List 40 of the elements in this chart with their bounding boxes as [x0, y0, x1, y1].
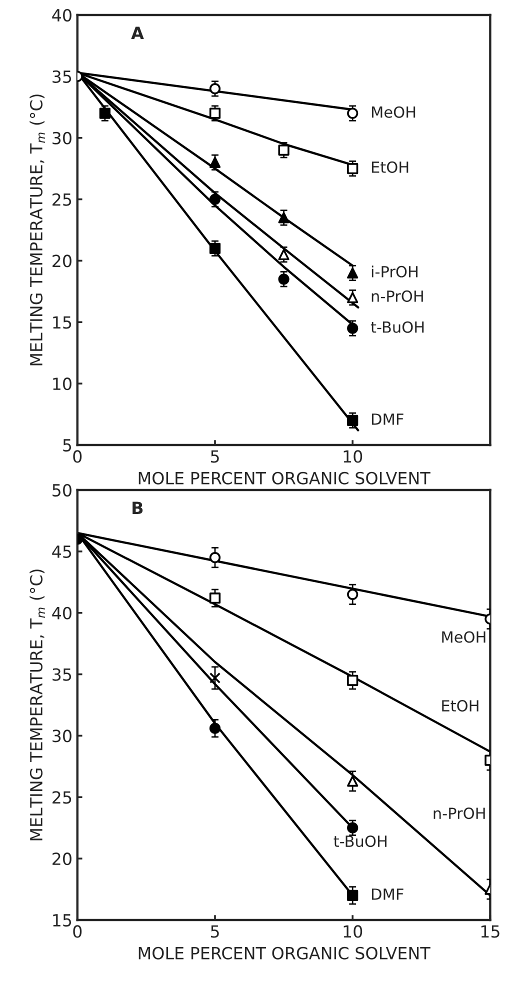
- y-tick-label: 30: [52, 132, 72, 144]
- x-tick-label: 5: [210, 925, 219, 938]
- x-tick-label: 10: [344, 925, 362, 938]
- annotation: DMF: [372, 888, 404, 900]
- annotation: t-BuOH: [370, 321, 424, 333]
- annotation: i-PrOH: [372, 266, 418, 278]
- y-tick-label: 25: [52, 791, 72, 804]
- x-tick-label: 5: [210, 450, 219, 463]
- annotation: EtOH: [372, 161, 408, 173]
- y-tick-label: 35: [52, 668, 72, 681]
- y-tick-label: 20: [52, 852, 72, 866]
- x-axis-title: MOLE PERCENT ORGANIC SOLVENT: [138, 946, 430, 960]
- y-tick-label: 30: [52, 730, 72, 742]
- y-tick-label: 25: [52, 193, 72, 206]
- annotation: t-BuOH: [334, 835, 386, 848]
- y-tick-label: 20: [52, 254, 72, 268]
- annotation: n-PrOH: [372, 290, 423, 302]
- y-axis-title: MELTING TEMPERATURE, T$_{m}$ (°C): [30, 94, 46, 366]
- x-tick-label: 15: [481, 925, 500, 938]
- y-tick-label: 50: [52, 484, 72, 497]
- annotation: MeOH: [372, 106, 416, 118]
- y-tick-label: 15: [53, 914, 72, 927]
- annotation: EtOH: [442, 700, 478, 712]
- annotation: MeOH: [442, 631, 486, 643]
- annotation: B: [132, 502, 143, 514]
- y-tick-label: 5: [63, 439, 72, 452]
- annotation: n-PrOH: [434, 808, 485, 820]
- x-tick-label: 0: [73, 450, 82, 463]
- y-axis-title: MELTING TEMPERATURE, T$_{m}$ (°C): [30, 570, 46, 840]
- x-axis-title: MOLE PERCENT ORGANIC SOLVENT: [138, 472, 430, 484]
- annotation: A: [131, 26, 144, 39]
- x-tick-label: 10: [344, 450, 362, 463]
- y-tick-label: 10: [53, 378, 72, 390]
- y-tick-label: 45: [52, 546, 72, 558]
- y-tick-label: 40: [52, 8, 72, 22]
- y-tick-label: 40: [52, 606, 72, 620]
- x-tick-label: 0: [73, 925, 82, 938]
- y-tick-label: 15: [53, 316, 72, 329]
- annotation: DMF: [372, 414, 404, 425]
- y-tick-label: 35: [52, 70, 72, 83]
